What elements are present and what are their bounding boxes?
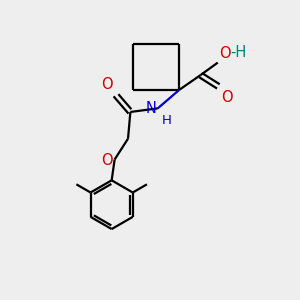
Text: H: H [161, 114, 171, 127]
Text: -H: -H [230, 45, 247, 60]
Text: O: O [219, 46, 231, 61]
Text: O: O [221, 90, 232, 105]
Text: N: N [146, 101, 156, 116]
Text: O: O [100, 153, 112, 168]
Text: O: O [101, 77, 113, 92]
